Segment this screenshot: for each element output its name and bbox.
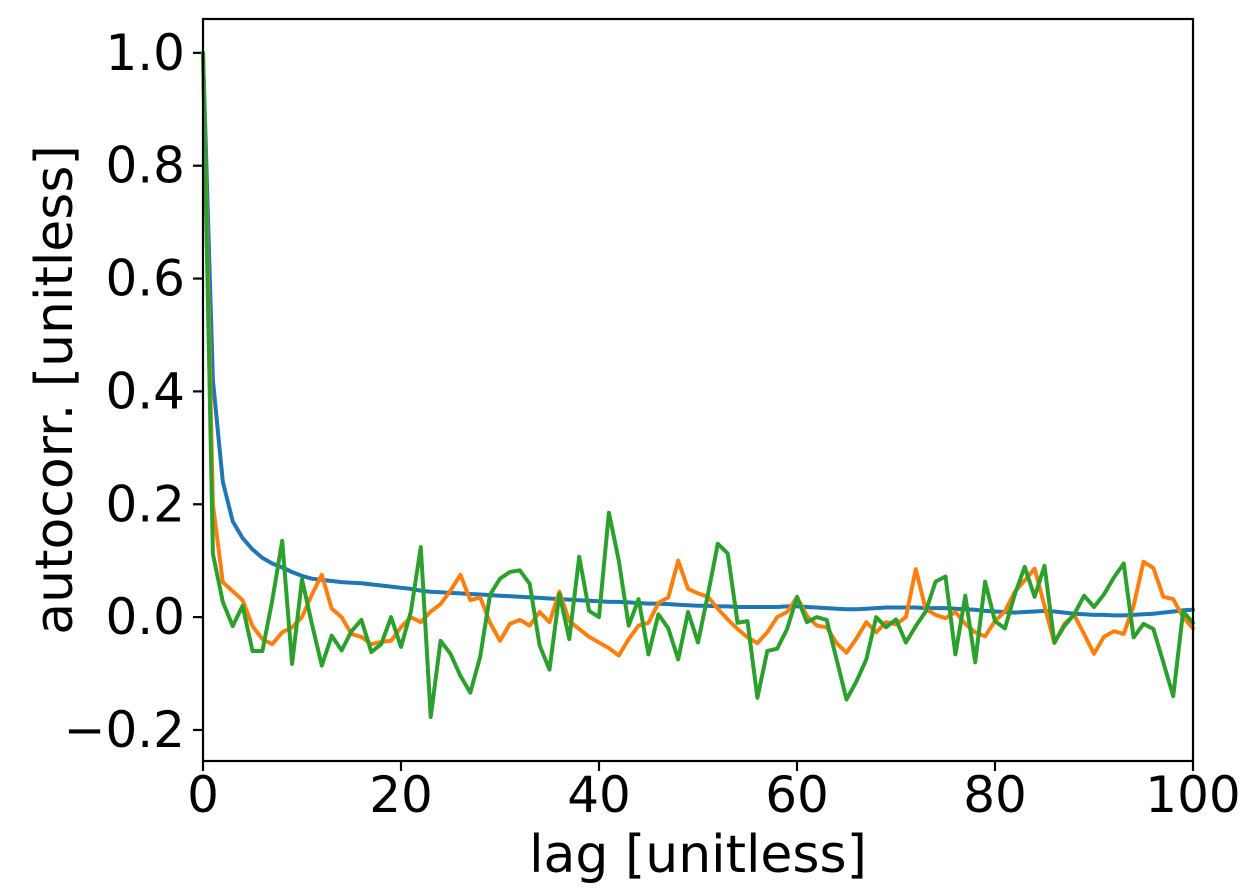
x-tick-label: 0 (187, 766, 219, 824)
y-tick-label: 0.2 (105, 475, 185, 533)
axis-ticks: 0 20 40 60 80 100 1.0 0.8 0.6 0.4 0.2 0.0 −0.2 (64, 24, 1241, 824)
x-tick-label: 100 (1145, 766, 1240, 824)
series-line-blue-smooth-decay (201, 50, 1195, 618)
y-tick-label: 0.8 (105, 137, 185, 195)
series-line-green-noisy (201, 50, 1195, 719)
series-lines (201, 50, 1195, 719)
x-tick-label: 80 (963, 766, 1027, 824)
x-tick-label: 40 (567, 766, 631, 824)
y-tick-label: −0.2 (64, 701, 185, 759)
y-tick-label: 0.4 (105, 362, 185, 420)
y-axis-label: autocorr. [unitless] (25, 145, 85, 635)
x-tick-label: 60 (765, 766, 829, 824)
plot-area-border (201, 17, 1195, 763)
x-tick-label: 20 (369, 766, 433, 824)
y-tick-label: 0.0 (105, 588, 185, 646)
x-axis-label: lag [unitless] (529, 825, 867, 885)
y-tick-label: 0.6 (105, 250, 185, 308)
y-tick-label: 1.0 (105, 24, 185, 82)
